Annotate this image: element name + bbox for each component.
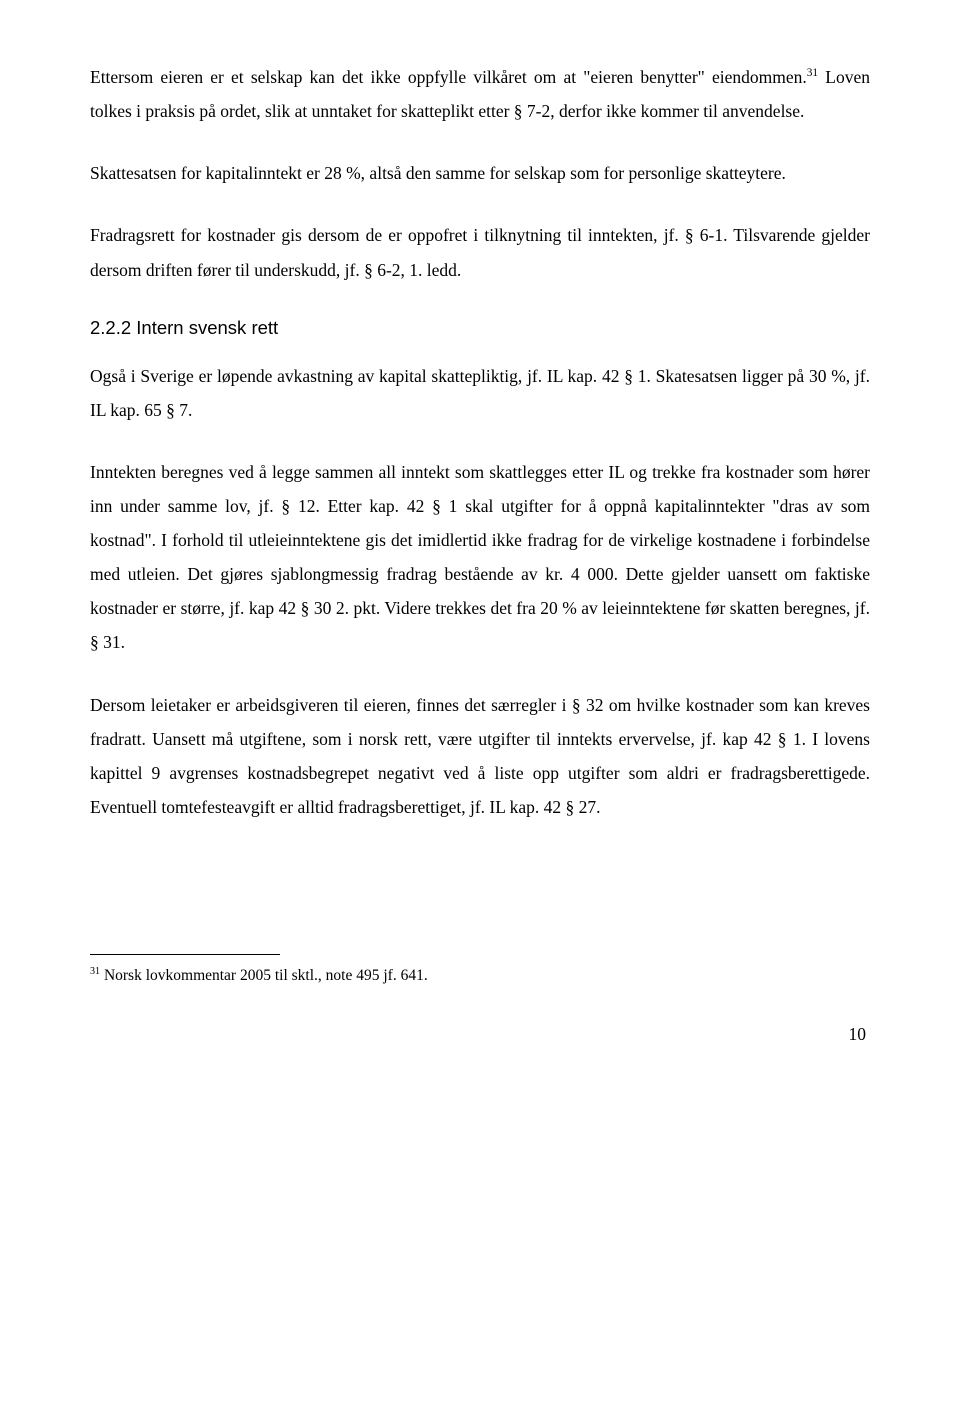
- paragraph-4: Også i Sverige er løpende avkastning av …: [90, 359, 870, 427]
- footnote-divider: [90, 954, 280, 955]
- paragraph-5: Inntekten beregnes ved å legge sammen al…: [90, 455, 870, 660]
- page-number-text: 10: [849, 1024, 867, 1044]
- footnote-text: Norsk lovkommentar 2005 til sktl., note …: [100, 967, 428, 984]
- heading-222: 2.2.2 Intern svensk rett: [90, 315, 870, 341]
- para6-text: Dersom leietaker er arbeidsgiveren til e…: [90, 695, 870, 817]
- paragraph-1: Ettersom eieren er et selskap kan det ik…: [90, 60, 870, 128]
- footnote-31: 31 Norsk lovkommentar 2005 til sktl., no…: [90, 965, 870, 987]
- para5-text: Inntekten beregnes ved å legge sammen al…: [90, 462, 870, 653]
- footnote-superscript: 31: [90, 966, 100, 977]
- page-number: 10: [90, 1017, 870, 1051]
- para2-text: Skattesatsen for kapitalinntekt er 28 %,…: [90, 163, 786, 183]
- para1-superscript: 31: [807, 67, 818, 79]
- para4-text: Også i Sverige er løpende avkastning av …: [90, 366, 870, 420]
- para1-text-a: Ettersom eieren er et selskap kan det ik…: [90, 67, 807, 87]
- paragraph-6: Dersom leietaker er arbeidsgiveren til e…: [90, 688, 870, 825]
- paragraph-2: Skattesatsen for kapitalinntekt er 28 %,…: [90, 156, 870, 190]
- paragraph-3: Fradragsrett for kostnader gis dersom de…: [90, 218, 870, 286]
- para3-text: Fradragsrett for kostnader gis dersom de…: [90, 225, 870, 279]
- heading-222-text: 2.2.2 Intern svensk rett: [90, 317, 278, 338]
